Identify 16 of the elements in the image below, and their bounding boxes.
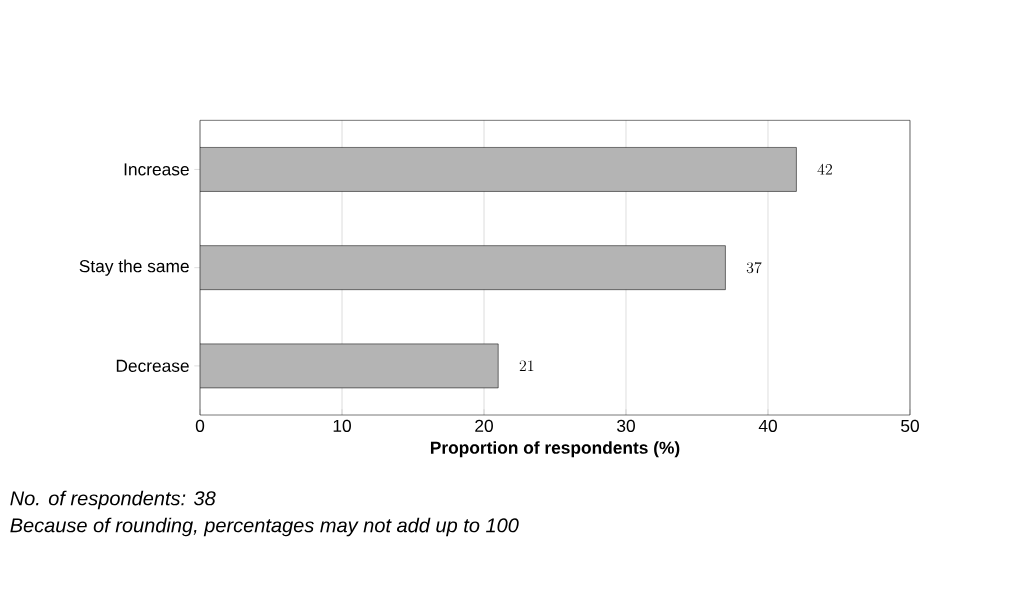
text: Because of rounding, percentages may not add up to 100 bbox=[10, 517, 519, 537]
x-tick-label: 10 bbox=[333, 419, 351, 432]
x-axis-title: Proportion of respondents (%) bbox=[430, 441, 680, 458]
y-tick-label: Decrease bbox=[116, 359, 189, 372]
text: No. of respondents: 38 bbox=[10, 490, 216, 510]
data-label: 21 bbox=[519, 360, 534, 372]
x-tick-label: 20 bbox=[475, 419, 493, 432]
y-tick-label: Increase bbox=[124, 163, 189, 176]
x-tick-label: 40 bbox=[758, 419, 777, 432]
x-tick-label: 50 bbox=[901, 419, 919, 432]
bar bbox=[200, 343, 499, 389]
y-tick-label: Stay the same bbox=[79, 259, 189, 276]
data-label: 37 bbox=[746, 262, 762, 274]
x-tick-label: 30 bbox=[617, 419, 635, 432]
x-tick-label: 0 bbox=[195, 419, 205, 432]
data-label: 42 bbox=[817, 163, 832, 175]
